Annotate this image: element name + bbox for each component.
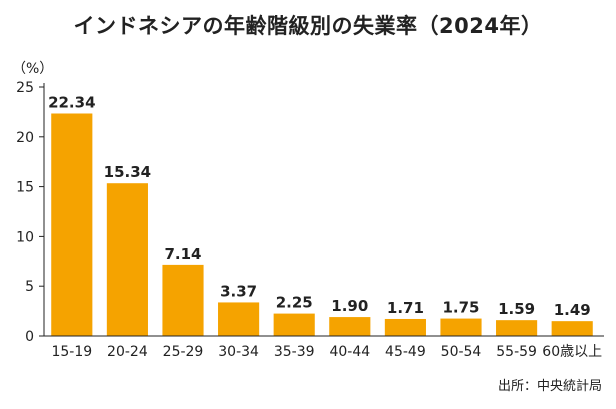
x-tick-label-30-34: 30-34 — [218, 344, 259, 360]
bar-60歳以上 — [551, 321, 593, 336]
bar-25-29 — [162, 264, 204, 336]
x-tick-label-20-24: 20-24 — [107, 344, 148, 360]
data-label-40-44: 1.90 — [331, 297, 368, 315]
y-tick-label: 25 — [16, 80, 34, 96]
y-tick-label: 0 — [25, 329, 34, 345]
y-tick-label: 5 — [25, 279, 34, 295]
bar-40-44 — [329, 317, 371, 336]
bar-35-39 — [273, 313, 315, 336]
data-label-25-29: 7.14 — [164, 245, 201, 263]
bar-30-34 — [218, 302, 260, 336]
x-tick-label-25-29: 25-29 — [163, 344, 204, 360]
data-label-30-34: 3.37 — [220, 282, 257, 300]
data-labels: 22.34 15.34 7.14 3.37 2.25 1.90 1.71 1.75 1.59 1.… — [48, 93, 591, 319]
x-tick-label-50-54: 50-54 — [441, 344, 482, 360]
y-tick-label: 10 — [16, 229, 34, 245]
x-tick-label-35-39: 35-39 — [274, 344, 315, 360]
data-label-15-19: 22.34 — [48, 93, 95, 111]
bars — [51, 113, 593, 337]
x-tick-label-60歳以上: 60歳以上 — [542, 344, 602, 360]
y-tick-label: 20 — [16, 130, 34, 146]
y-tick-label: 15 — [16, 180, 34, 196]
data-label-50-54: 1.75 — [442, 299, 479, 317]
x-tick-label-55-59: 55-59 — [496, 344, 537, 360]
x-tick-label-45-49: 45-49 — [385, 344, 426, 360]
bar-15-19 — [51, 113, 93, 337]
bar-20-24 — [106, 183, 148, 336]
bar-45-49 — [384, 318, 426, 336]
x-axis-labels: 15-19 20-24 25-29 30-34 35-39 40-44 45-49 50-54… — [51, 344, 602, 360]
y-axis-ticks: 0 5 10 15 20 25 — [16, 80, 44, 345]
x-tick-label-15-19: 15-19 — [51, 344, 92, 360]
bar-55-59 — [496, 320, 538, 336]
data-label-20-24: 15.34 — [104, 163, 151, 181]
source-note: 出所：中央統計局 — [497, 379, 602, 394]
chart-title: インドネシアの年齢階級別の失業率（2024年） — [73, 14, 543, 38]
y-axis-unit-label: （%） — [12, 61, 54, 77]
data-label-60歳以上: 1.49 — [554, 301, 591, 319]
data-label-45-49: 1.71 — [387, 299, 424, 317]
data-label-35-39: 2.25 — [276, 294, 313, 312]
data-label-55-59: 1.59 — [498, 300, 535, 318]
x-tick-label-40-44: 40-44 — [329, 344, 370, 360]
bar-50-54 — [440, 318, 482, 336]
